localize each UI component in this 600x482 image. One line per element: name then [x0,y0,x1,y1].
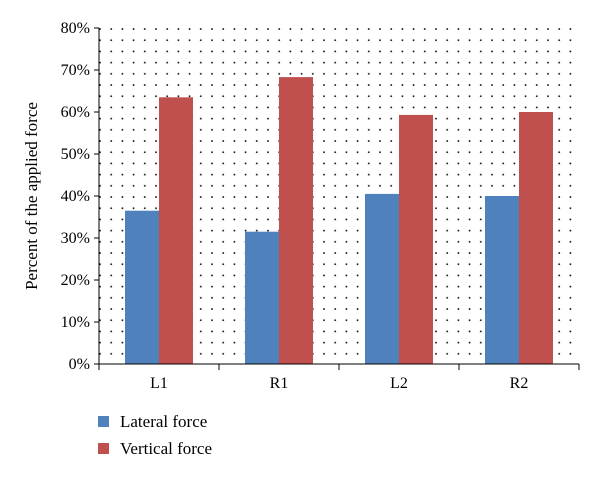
bar-lateral-force-r1 [245,231,279,364]
legend-swatch-vertical-force [98,443,109,454]
y-tick-label: 40% [61,188,90,205]
x-tick-label-l1: L1 [150,375,168,392]
x-tick-labels: L1 R1 L2 R2 [150,375,528,392]
bars-group [125,77,553,365]
y-tick-label: 70% [61,62,90,79]
legend-label-lateral-force: Lateral force [120,412,207,431]
legend-swatch-lateral-force [98,416,109,427]
x-tick-label-r1: R1 [270,375,289,392]
x-tick-label-l2: L2 [390,375,408,392]
y-tick-label: 0% [69,356,90,373]
y-tick-label: 50% [61,146,90,163]
x-tick-label-r2: R2 [510,375,529,392]
y-tick-labels: 0% 10% 20% 30% 40% 50% 60% 70% 80% [61,20,90,373]
bar-lateral-force-r2 [485,196,519,364]
legend: Lateral force Vertical force [98,412,212,458]
y-tick-label: 30% [61,230,90,247]
legend-label-vertical-force: Vertical force [120,439,212,458]
axes-group [94,27,580,370]
bar-vertical-force-l1 [159,97,193,365]
bar-vertical-force-l2 [399,114,433,365]
bar-lateral-force-l2 [365,193,399,364]
y-tick-label: 80% [61,20,90,37]
bar-lateral-force-l1 [125,210,159,364]
y-tick-label: 20% [61,272,90,289]
y-tick-label: 10% [61,314,90,331]
bar-vertical-force-r1 [279,77,313,364]
bar-vertical-force-r2 [519,112,553,364]
y-tick-label: 60% [61,104,90,121]
y-axis-title: Percent of the applied force [22,102,41,290]
